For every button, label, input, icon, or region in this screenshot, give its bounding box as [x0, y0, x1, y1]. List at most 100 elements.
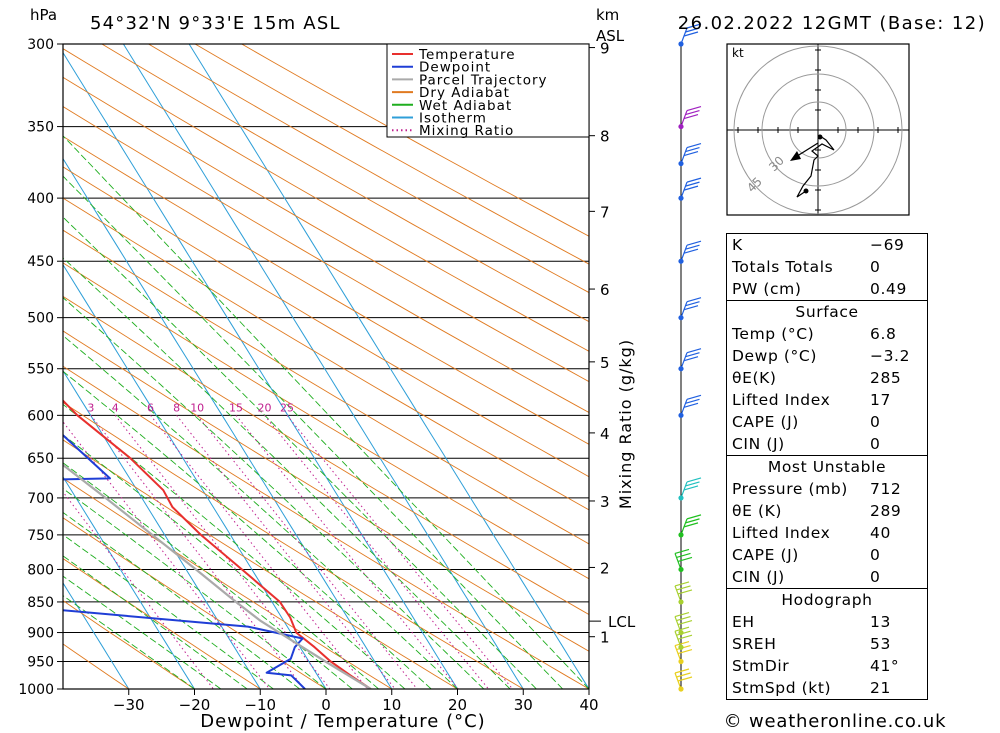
- wind-barb-flag: [685, 110, 700, 116]
- index-label: CIN (J): [732, 435, 785, 453]
- hodograph-unit-label: kt: [732, 46, 744, 60]
- most-unstable-title: Most Unstable: [767, 458, 887, 476]
- dry-adiabat-line: [63, 197, 589, 511]
- index-row: SREH 53: [727, 633, 927, 655]
- y-tick-label: 550: [27, 362, 54, 378]
- index-row: CAPE (J) 0: [727, 544, 927, 566]
- isotherm-line: [63, 157, 393, 689]
- wind-level-dot: [678, 644, 684, 650]
- wind-barb-flag: [676, 552, 691, 559]
- wind-barb-flag: [683, 114, 699, 120]
- legend-item-label: Dewpoint: [419, 60, 491, 76]
- index-value: 40: [870, 524, 891, 542]
- index-row: Lifted Index 40: [727, 522, 927, 544]
- dry-adiabat-line: [63, 48, 589, 352]
- wind-barb: [680, 23, 702, 45]
- wind-barb-flag: [677, 619, 693, 626]
- index-label: CAPE (J): [732, 546, 799, 564]
- index-label: StmDir: [732, 657, 790, 675]
- wind-barb-flag: [677, 676, 693, 682]
- wind-barb: [680, 514, 702, 536]
- x-tick-label: 30: [514, 696, 533, 714]
- index-value: 17: [870, 391, 891, 409]
- index-row: Lifted Index 17: [727, 389, 927, 411]
- height-tick-label: 5: [600, 354, 610, 372]
- index-value: 289: [870, 502, 902, 520]
- wind-barb-flag: [685, 398, 700, 404]
- wind-barb-flag: [677, 648, 693, 655]
- wind-barb-flag: [677, 556, 693, 563]
- dry-adiabat-line: [63, 401, 524, 689]
- index-row: Pressure (mb) 712: [727, 478, 927, 500]
- wind-barb-flag: [676, 672, 691, 678]
- x-tick-label: 20: [448, 696, 467, 714]
- y-tick-label: 950: [27, 655, 54, 671]
- wet-adiabat-line: [63, 434, 379, 689]
- index-value: 53: [870, 635, 891, 653]
- height-tick-label: 2: [600, 559, 610, 577]
- wind-barb-flag: [685, 301, 700, 307]
- wind-barb-flag: [686, 297, 702, 303]
- index-row: θE (K) 289: [727, 500, 927, 522]
- wind-barb-flag: [685, 518, 700, 524]
- index-label: Lifted Index: [732, 524, 831, 542]
- lcl-label: LCL: [608, 613, 636, 631]
- wind-barb: [680, 348, 702, 369]
- wet-adiabat-line: [63, 403, 406, 689]
- wind-barb: [674, 548, 693, 570]
- hodograph-ring: [789, 101, 847, 159]
- index-label: Pressure (mb): [732, 480, 848, 498]
- indices-table: K −69 Totals Totals 0 PW (cm) 0.49 Surface Te…: [726, 233, 928, 700]
- wind-barb-flag: [686, 514, 702, 520]
- copyright-footer: © weatheronline.co.uk: [724, 711, 947, 732]
- wind-barb-flag: [674, 668, 690, 674]
- index-value: 13: [870, 613, 891, 631]
- wet-adiabat-line: [63, 534, 274, 689]
- wind-barb-flag: [686, 177, 702, 183]
- index-value: 6.8: [870, 325, 897, 343]
- x-tick-label: 10: [382, 696, 401, 714]
- wind-barb-flag: [685, 146, 700, 153]
- wet-adiabat-line: [63, 575, 222, 689]
- index-label: θE (K): [732, 502, 783, 520]
- index-value: 712: [870, 480, 902, 498]
- datetime-title: 26.02.2022 12GMT (Base: 12): [678, 13, 986, 34]
- index-value: 0.49: [870, 280, 907, 298]
- isotherm-line: [63, 51, 458, 689]
- legend-item-label: Isotherm: [419, 111, 487, 127]
- wind-barb-flag: [683, 402, 699, 408]
- index-row: CAPE (J) 0: [727, 411, 927, 433]
- wind-barb-flag: [677, 589, 693, 595]
- wind-barb: [674, 611, 693, 633]
- mixing-ratio-label: 6: [147, 401, 154, 414]
- wind-barb-flag: [683, 305, 699, 311]
- hodograph-trace: [796, 135, 835, 198]
- hodograph-start-dot: [803, 188, 809, 194]
- height-tick-label: 3: [600, 493, 610, 511]
- index-row: StmSpd (kt) 21: [727, 677, 927, 699]
- y-tick-label: 850: [27, 595, 54, 611]
- isotherm-line: [63, 369, 261, 689]
- dry-adiabat-line: [63, 135, 589, 445]
- surface-title: Surface: [795, 303, 859, 321]
- index-row: Dewp (°C) −3.2: [727, 345, 927, 367]
- dry-adiabat-line: [63, 262, 589, 580]
- hodograph-end-dot: [817, 134, 823, 140]
- x-tick-label: −10: [244, 696, 276, 714]
- wet-adiabat-line: [63, 297, 485, 689]
- index-label: CIN (J): [732, 568, 785, 586]
- mixing-ratio-line: [150, 414, 368, 689]
- wind-level-dot: [678, 629, 684, 636]
- height-tick-label: 6: [600, 281, 610, 299]
- index-value: 0: [870, 568, 881, 586]
- index-row: θE(K) 285: [727, 367, 927, 389]
- general-indices: K −69 Totals Totals 0 PW (cm) 0.49: [727, 234, 927, 300]
- isotherm-line: [63, 582, 130, 689]
- dry-adiabat-line: [101, 44, 589, 323]
- asl-unit-label: ASL: [596, 27, 625, 45]
- index-value: 0: [870, 413, 881, 431]
- wet-adiabat-line: [63, 555, 248, 689]
- index-row: PW (cm) 0.49: [727, 278, 927, 300]
- isotherm-line: [122, 44, 524, 689]
- height-tick-label: 7: [600, 203, 610, 221]
